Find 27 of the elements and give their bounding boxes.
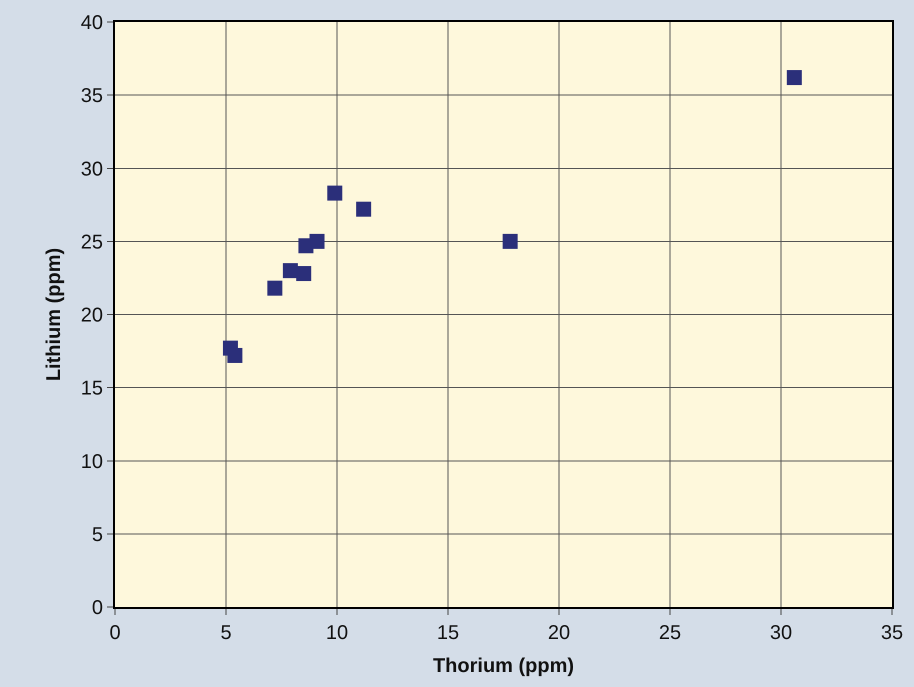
y-tick-label: 10	[80, 450, 103, 473]
point	[786, 70, 802, 86]
y-axis-title: Lithium (ppm)	[42, 248, 65, 382]
point	[356, 202, 372, 217]
y-tick-label: 20	[80, 304, 103, 326]
y-tick-label: 15	[80, 378, 103, 400]
x-tick-label: 25	[658, 622, 682, 644]
point	[227, 348, 242, 363]
y-tick-label: 40	[80, 12, 103, 34]
x-tick-label: 0	[109, 622, 121, 644]
y-tick-label: 30	[80, 158, 103, 180]
x-tick-label: 10	[326, 622, 348, 644]
x-tick-label: 5	[220, 622, 232, 644]
point	[267, 280, 282, 296]
x-tick-label: 15	[436, 622, 460, 644]
y-tick-label: 25	[80, 231, 103, 254]
point	[296, 266, 312, 282]
x-tick-label: 35	[880, 622, 904, 644]
y-tick-label: 0	[92, 597, 103, 619]
x-tick-label: 30	[770, 622, 792, 644]
point	[310, 234, 325, 249]
x-axis-title: Thorium (ppm)	[432, 655, 574, 677]
point	[502, 234, 518, 249]
y-tick-label: 35	[80, 85, 103, 108]
x-tick-label: 20	[548, 622, 570, 644]
y-tick-label: 5	[92, 524, 103, 546]
point	[327, 186, 342, 201]
